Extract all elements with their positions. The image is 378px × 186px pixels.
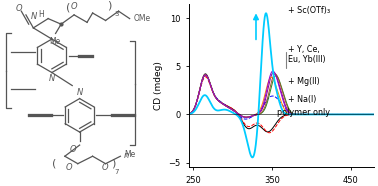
Text: O: O <box>70 2 77 11</box>
Text: N: N <box>76 88 83 97</box>
Text: N: N <box>49 74 55 83</box>
Text: ): ) <box>107 1 112 11</box>
Text: Eu, Yb(III): Eu, Yb(III) <box>288 55 325 65</box>
Text: (: ( <box>51 159 56 169</box>
Text: + Y, Ce,: + Y, Ce, <box>288 45 319 54</box>
Text: O: O <box>66 163 72 172</box>
Text: H: H <box>38 10 43 19</box>
Text: 7: 7 <box>115 169 119 175</box>
Text: polymer only: polymer only <box>277 108 330 117</box>
Text: O: O <box>15 4 22 13</box>
Text: OMe: OMe <box>133 14 150 23</box>
Text: Me: Me <box>124 150 135 159</box>
Text: + Na(I): + Na(I) <box>288 95 316 104</box>
Text: N: N <box>31 12 37 21</box>
Text: ): ) <box>111 159 116 169</box>
Text: + Mg(II): + Mg(II) <box>288 77 319 86</box>
Text: 3: 3 <box>115 11 119 17</box>
Text: O: O <box>102 163 108 172</box>
Text: (: ( <box>67 2 71 12</box>
Text: Me: Me <box>49 37 60 46</box>
Text: O: O <box>69 145 76 154</box>
Text: n: n <box>123 151 129 160</box>
Y-axis label: CD (mdeg): CD (mdeg) <box>154 61 163 110</box>
Text: + Sc(OTf)₃: + Sc(OTf)₃ <box>288 6 330 15</box>
